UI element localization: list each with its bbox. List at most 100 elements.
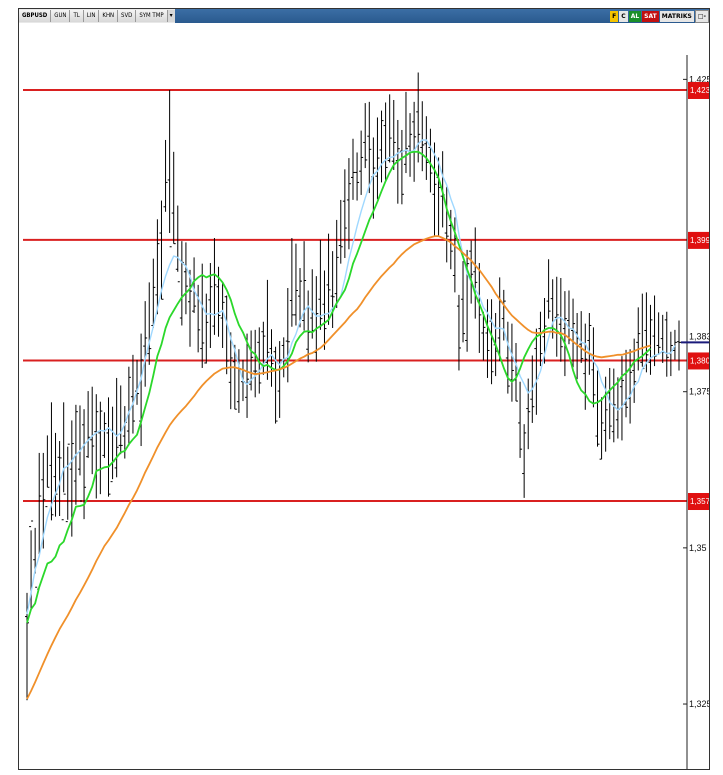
ohlc-bar <box>228 332 233 410</box>
ohlc-bar <box>412 101 417 182</box>
price-axis-label: 1,425 <box>689 74 709 84</box>
ohlc-bar <box>306 290 311 363</box>
ohlc-bar <box>677 320 681 371</box>
ohlc-bar <box>672 329 677 360</box>
level-price-tag <box>688 231 709 249</box>
ohlc-bar <box>77 405 82 502</box>
ohlc-bar <box>200 263 205 368</box>
ohlc-bar <box>298 268 303 328</box>
ohlc-bar <box>518 381 523 458</box>
last-price-label: 1,383 <box>689 331 709 341</box>
ohlc-bar <box>281 337 286 378</box>
ohlc-bar <box>461 261 466 343</box>
ohlc-bar <box>656 312 661 355</box>
ohlc-bar <box>220 283 225 348</box>
template-button[interactable]: SYM TMP <box>136 10 168 22</box>
ohlc-bar <box>595 370 600 447</box>
template-dropdown-icon[interactable]: ▾ <box>167 10 175 22</box>
svd-button[interactable]: SVD <box>118 10 137 22</box>
ohlc-bar <box>302 241 307 331</box>
ohlc-bar <box>644 292 649 373</box>
ohlc-bar <box>571 298 576 368</box>
ohlc-bar <box>102 412 107 458</box>
ohlc-bar <box>163 139 168 212</box>
ohlc-bar <box>147 282 152 365</box>
ohlc-bar <box>204 293 209 364</box>
ohlc-bar <box>49 402 54 521</box>
ohlc-bar <box>285 288 290 383</box>
ohlc-bar <box>505 321 510 394</box>
ohlc-bar <box>391 99 396 170</box>
ohlc-bar <box>355 152 360 201</box>
ohlc-bar <box>383 102 388 181</box>
ohlc-bar <box>118 385 123 455</box>
ohlc-bar <box>424 116 429 180</box>
ohlc-bar <box>562 291 567 377</box>
symbol-selector[interactable]: GBPUSD <box>19 10 52 22</box>
ohlc-bar <box>346 158 351 250</box>
price-axis-label: 1,375 <box>689 387 709 397</box>
ohlc-bar <box>351 138 355 200</box>
level-price-label: 1,357 <box>690 497 709 506</box>
ohlc-bar <box>37 452 42 590</box>
sell-button[interactable]: SAT <box>642 10 659 22</box>
ohlc-bar <box>143 301 148 387</box>
ohlc-bar <box>326 233 331 325</box>
ohlc-bar <box>632 338 637 403</box>
ohlc-bar <box>558 278 563 362</box>
currency-button[interactable]: TL <box>70 10 84 22</box>
level-price-label: 1,380 <box>690 356 709 365</box>
price-chart[interactable]: 1,425 1,35 1,325 1,375 1,423 1,399 1,380 1,357… <box>19 9 709 769</box>
ohlc-bar <box>212 238 217 335</box>
chart-toolbar: GBPUSD GUN TL LIN KHN SVD SYM TMP ▾ F C … <box>19 9 709 23</box>
ohlc-bar <box>53 432 58 517</box>
ohlc-bar <box>232 344 237 410</box>
ohlc-bar <box>155 219 160 315</box>
ohlc-bar <box>57 441 62 517</box>
ohlc-bar <box>522 424 527 498</box>
ohlc-bar <box>277 341 282 418</box>
ohlc-bar <box>61 402 66 521</box>
ohlc-bar <box>587 312 592 375</box>
ohlc-bar <box>208 263 213 348</box>
line-scale-button[interactable]: LIN <box>83 10 100 22</box>
level-price-label: 1,423 <box>690 86 709 95</box>
ohlc-bar <box>501 289 506 341</box>
matriks-button[interactable]: MATRIKS <box>659 10 694 22</box>
period-button[interactable]: GUN <box>51 10 71 22</box>
ohlc-bar <box>94 394 99 499</box>
ohlc-bar <box>126 366 131 446</box>
ohlc-bar <box>509 323 514 402</box>
ohlc-bar <box>367 101 372 194</box>
window-controls-icon[interactable]: □- <box>694 9 709 23</box>
ohlc-bar <box>171 151 176 245</box>
buy-button[interactable]: AL <box>628 10 642 22</box>
ohlc-bar <box>363 103 368 169</box>
c-button[interactable]: C <box>619 10 628 22</box>
khn-button[interactable]: KHN <box>99 10 119 22</box>
ohlc-bar <box>289 238 294 327</box>
f-button[interactable]: F <box>610 10 619 22</box>
ohlc-bar <box>420 101 425 172</box>
ohlc-bar <box>403 91 408 174</box>
ohlc-bar <box>481 311 486 361</box>
ohlc-bar <box>86 391 91 458</box>
ohlc-bar <box>469 240 474 304</box>
price-axis-label: 1,325 <box>689 699 709 709</box>
ohlc-bar <box>664 311 669 377</box>
ohlc-bar <box>130 354 135 434</box>
level-price-label: 1,399 <box>690 236 709 245</box>
ohlc-bar <box>599 397 604 460</box>
ohlc-bar <box>41 452 46 549</box>
ohlc-bar <box>269 329 274 387</box>
ohlc-bar <box>179 241 184 326</box>
ohlc-bar <box>526 378 531 450</box>
ohlc-bar <box>342 169 347 259</box>
ohlc-bar <box>359 130 364 195</box>
ohlc-bar <box>135 359 140 405</box>
ohlc-bar <box>579 311 584 363</box>
ohlc-bar <box>65 443 70 523</box>
ohlc-bar <box>619 356 624 441</box>
ohlc-bar <box>318 239 323 330</box>
ohlc-bar <box>293 243 298 326</box>
